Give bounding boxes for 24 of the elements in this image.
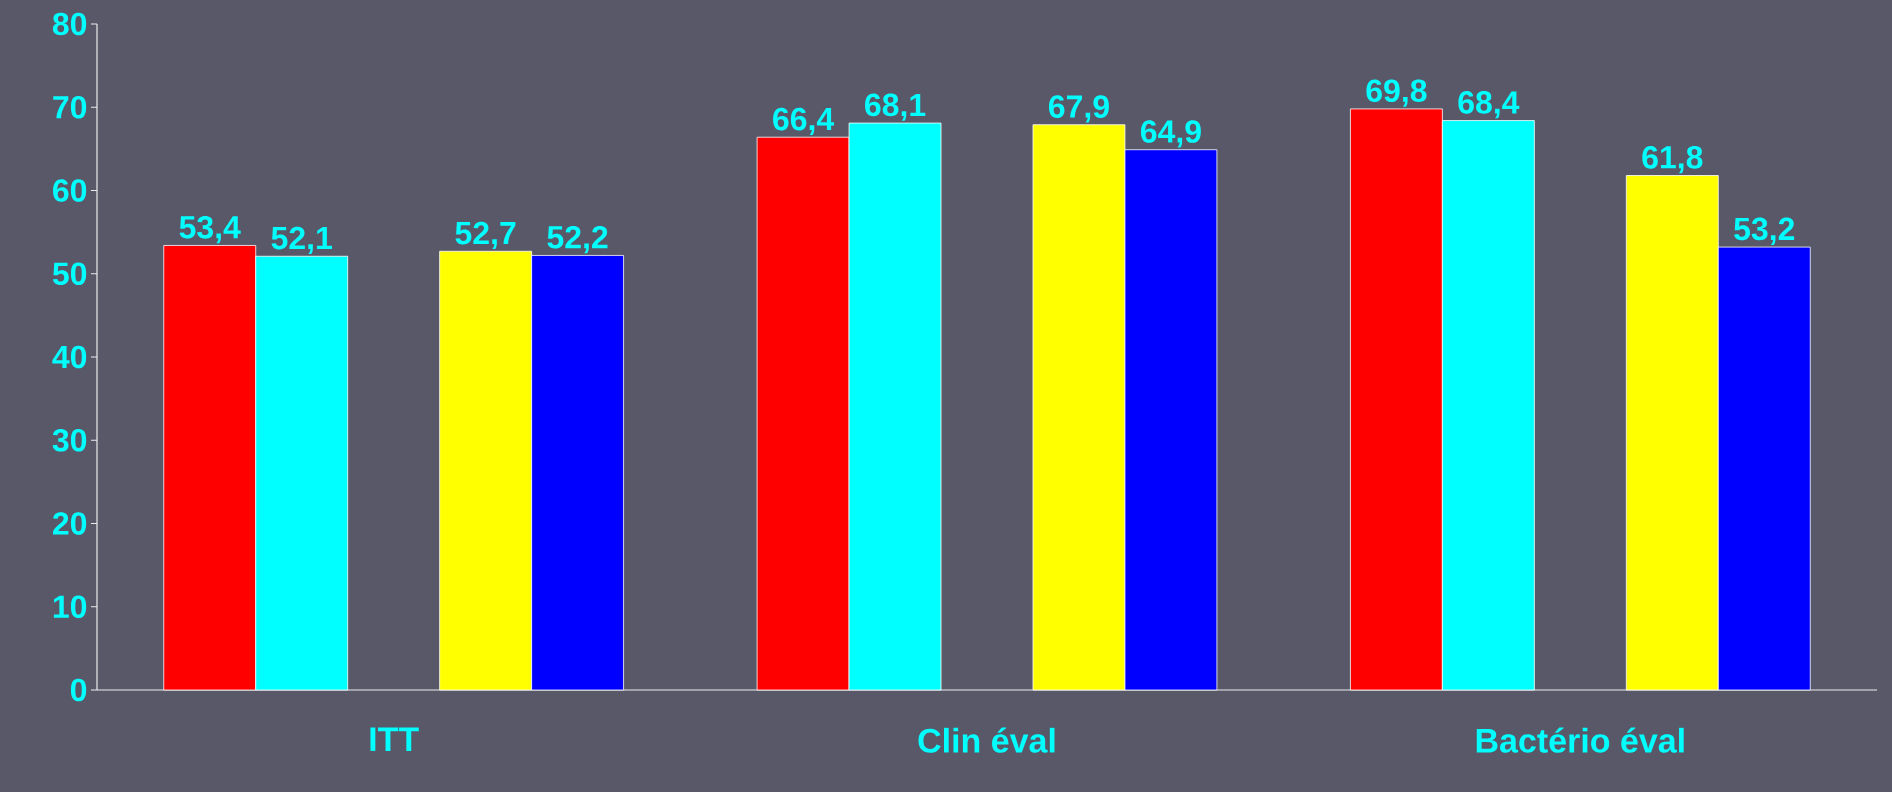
y-tick-label: 80: [52, 12, 87, 36]
y-tick-label: 20: [53, 512, 87, 535]
x-tick-label: ITT: [370, 727, 419, 751]
y-tick-label: 60: [53, 179, 87, 202]
y-tick-label: 50: [52, 262, 87, 286]
data-label: 61,8: [1642, 146, 1703, 174]
data-label: 69,8: [1366, 79, 1427, 107]
y-tick-label: 10: [53, 595, 87, 619]
y-tick-label: 0: [70, 678, 87, 702]
data-label: 66,4: [773, 107, 835, 136]
y-tick-label: 30: [52, 428, 87, 452]
y-tick-label: 40: [52, 345, 87, 369]
data-label: 64,9: [1140, 120, 1201, 148]
data-label: 52,2: [547, 225, 608, 254]
y-tick-label: 70: [53, 95, 87, 119]
data-label: 67,9: [1049, 95, 1109, 123]
data-label: 52,7: [455, 221, 516, 250]
data-label: 52,1: [271, 226, 332, 255]
data-label: 68,4: [1458, 91, 1520, 119]
data-label: 68,1: [865, 93, 926, 121]
data-label: 53,4: [179, 215, 241, 244]
x-tick-label: Bactério éval: [1476, 727, 1684, 753]
data-label: 53,2: [1734, 217, 1795, 245]
x-tick-label: Clin éval: [918, 727, 1055, 753]
